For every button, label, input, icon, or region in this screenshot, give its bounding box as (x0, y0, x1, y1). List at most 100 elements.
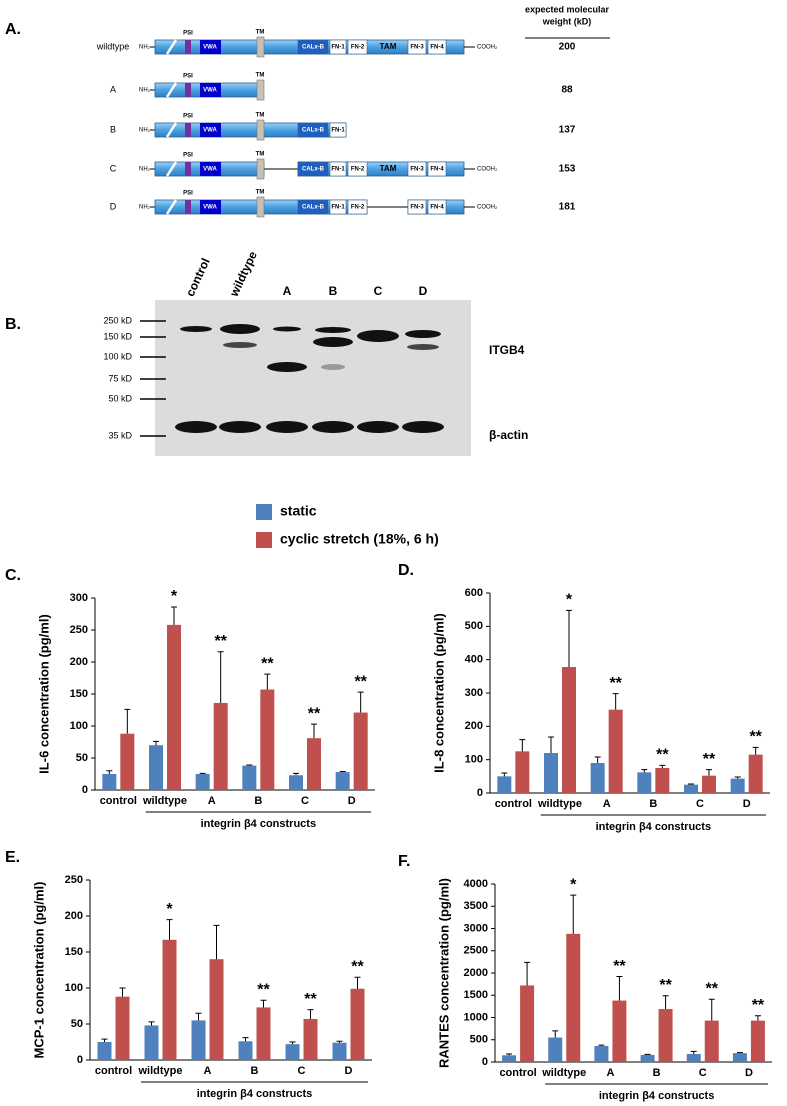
bar (242, 765, 257, 790)
bar (350, 988, 365, 1060)
error-bar (659, 764, 666, 768)
bar (213, 702, 228, 790)
tm-domain (256, 79, 265, 101)
fn1-domain (329, 199, 347, 215)
nh-terminus: NH₂ (139, 205, 151, 211)
error-bar (354, 976, 361, 989)
error-bar (616, 976, 623, 1001)
nh-terminus: NH₂ (139, 45, 151, 51)
tm-label: TM (256, 73, 265, 79)
significance: ** (613, 958, 626, 975)
calxb-label: CALx-B (302, 45, 325, 51)
x-tick-label: B (649, 798, 657, 810)
error-bar (594, 756, 601, 763)
x-group-label: integrin β4 constructs (599, 1090, 715, 1102)
y-tick-label: 50 (71, 1018, 83, 1030)
error-bar (357, 691, 364, 713)
psi-label: PSI (183, 74, 193, 80)
bar (303, 1018, 318, 1060)
y-tick-label: 3500 (464, 900, 488, 912)
error-bar (752, 746, 759, 755)
cooh-terminus: COOH₂ (477, 205, 498, 211)
calxb-domain (297, 161, 329, 177)
panel-label: B. (5, 316, 21, 333)
x-tick-label: wildtype (537, 798, 582, 810)
y-tick-label: 0 (477, 787, 483, 799)
error-bar (307, 1009, 314, 1019)
bar (515, 751, 530, 793)
significance: ** (749, 729, 762, 746)
vwa-label: VWA (203, 205, 217, 211)
bar (702, 775, 716, 793)
slash (165, 122, 178, 138)
fn3-domain (407, 199, 427, 215)
tm-domain (256, 119, 265, 141)
fn4-domain (427, 199, 447, 215)
bar (704, 1020, 719, 1062)
error-bar (641, 769, 648, 773)
tam-label: TAM (380, 164, 397, 173)
bar (608, 709, 623, 793)
y-tick-label: 150 (70, 688, 88, 700)
error-bar (289, 1041, 296, 1045)
significance: ** (659, 977, 672, 994)
fn1-domain (329, 122, 347, 138)
significance: ** (351, 958, 364, 975)
fn4-domain (427, 161, 447, 177)
bar (191, 1020, 206, 1060)
error-bar (690, 1050, 697, 1054)
error-bar (264, 673, 271, 690)
bar (209, 959, 224, 1060)
y-tick-label: 400 (465, 654, 483, 666)
significance: ** (752, 997, 765, 1014)
x-tick-label: wildtype (142, 795, 187, 807)
x-tick-label: B (653, 1067, 661, 1079)
cooh-terminus: COOH₂ (477, 167, 498, 173)
marker-label: 35 kD (108, 430, 132, 440)
panel-label: C. (5, 567, 21, 584)
bar (256, 1007, 271, 1060)
bar (238, 1041, 253, 1060)
x-tick-label: D (743, 798, 751, 810)
psi-domain (185, 40, 191, 54)
error-bar (612, 693, 619, 710)
bar (115, 996, 130, 1060)
significance: ** (703, 751, 716, 768)
bar (562, 667, 576, 793)
lane-label: control (183, 256, 213, 299)
calxb-domain (297, 199, 329, 215)
y-tick-label: 250 (70, 624, 88, 636)
tam-label: TAM (380, 42, 397, 51)
fn2-domain (347, 161, 368, 177)
bar (566, 933, 581, 1062)
bar (260, 689, 275, 790)
fn1-label: FN-1 (331, 205, 345, 211)
y-tick-label: 1000 (464, 1011, 488, 1023)
construct-name: D (110, 201, 117, 211)
weight: 137 (559, 125, 576, 136)
fn4-label: FN-4 (430, 45, 444, 51)
y-tick-label: 4000 (464, 878, 488, 890)
error-bar (311, 723, 317, 739)
marker-label: 75 kD (108, 373, 132, 383)
error-bar (293, 772, 299, 776)
y-tick-label: 1500 (464, 989, 488, 1001)
bar (167, 624, 181, 790)
bar (335, 772, 350, 790)
error-bar (195, 1012, 202, 1021)
weight: 153 (559, 164, 576, 175)
error-bar (501, 772, 508, 777)
y-axis-label: MCP-1 concentration (pg/ml) (31, 882, 46, 1059)
nh-terminus: NH₂ (139, 88, 151, 94)
error-bar (148, 1021, 155, 1026)
marker-label: 150 kD (103, 331, 132, 341)
vwa-label: VWA (203, 88, 217, 94)
nh-terminus: NH₂ (139, 167, 151, 173)
fn1-domain (329, 161, 347, 177)
y-tick-label: 200 (65, 910, 83, 922)
marker-label: 100 kD (103, 351, 132, 361)
vwa-label: VWA (203, 45, 217, 51)
error-bar (706, 769, 712, 776)
y-axis-label: IL-8 concentration (pg/ml) (431, 613, 446, 773)
error-bar (119, 987, 126, 997)
